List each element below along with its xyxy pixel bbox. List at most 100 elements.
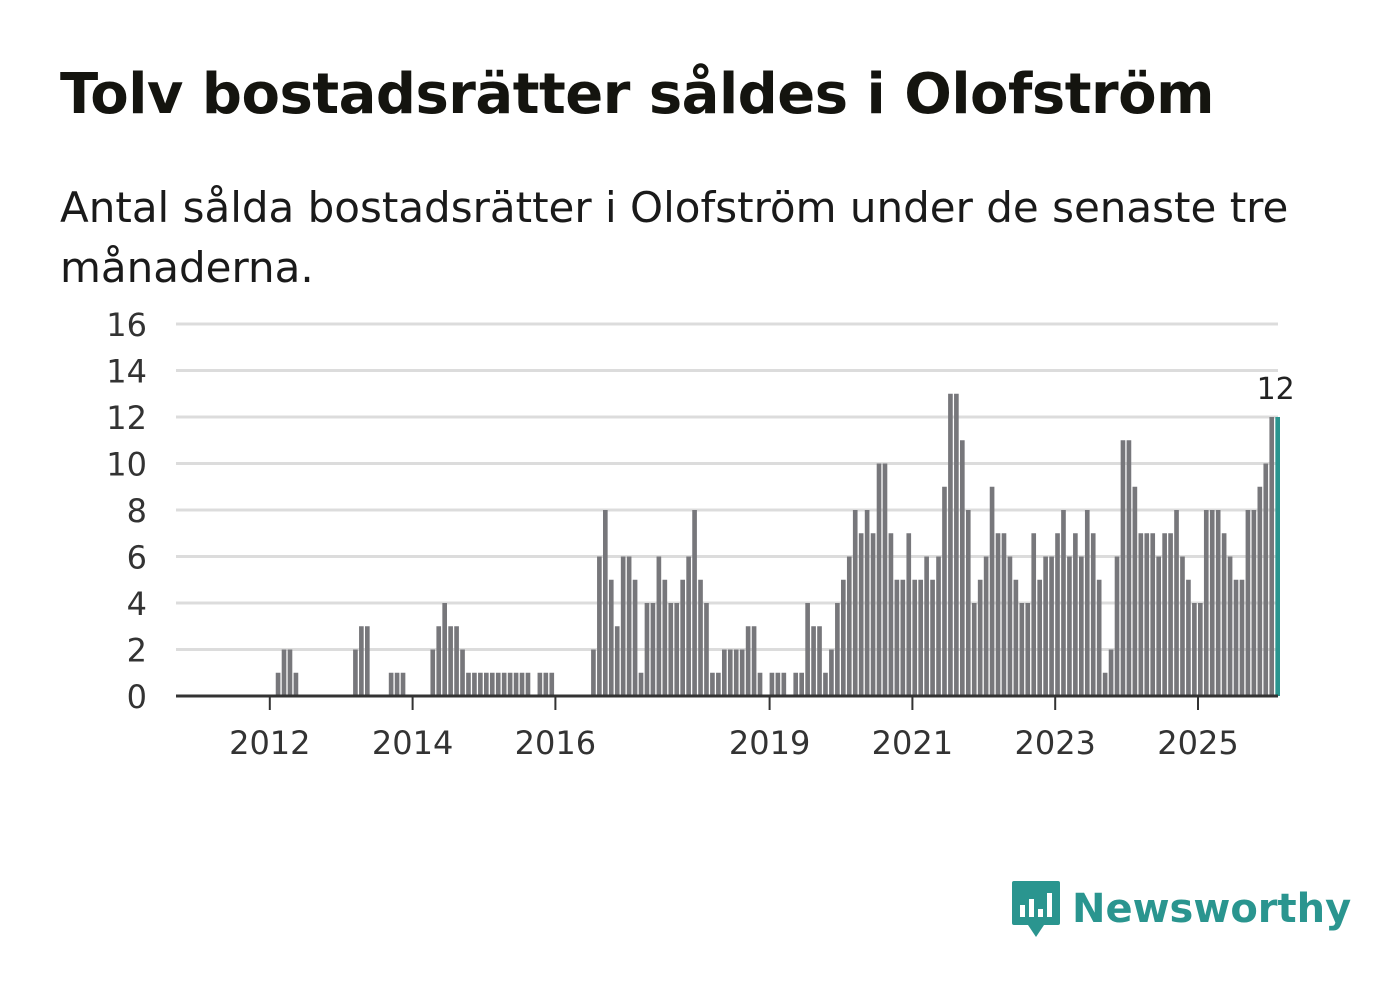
bar <box>466 672 471 696</box>
bar <box>739 649 745 696</box>
bar <box>781 672 787 696</box>
bar <box>757 672 763 696</box>
bar <box>1221 533 1227 696</box>
x-tick-label: 2025 <box>1157 724 1238 762</box>
y-tick-label: 14 <box>106 353 147 391</box>
bar <box>1168 533 1173 696</box>
bar <box>918 579 923 696</box>
bar <box>745 626 751 696</box>
bar <box>591 649 596 696</box>
bar <box>835 603 840 696</box>
bar <box>1061 510 1066 696</box>
bars <box>275 393 1280 696</box>
bar <box>793 672 799 696</box>
bar <box>733 649 739 696</box>
bar <box>912 579 918 696</box>
bar <box>650 603 656 696</box>
bar <box>888 533 894 696</box>
bar <box>1031 533 1037 696</box>
bar <box>852 510 858 696</box>
bar <box>281 649 287 696</box>
bar <box>620 556 626 696</box>
bar <box>484 672 489 696</box>
bar <box>1269 417 1275 696</box>
bar <box>954 393 959 696</box>
bar <box>686 556 691 696</box>
bar <box>1198 603 1203 696</box>
bar <box>442 603 447 696</box>
axis-labels: 0 2 4 6 8 10 12 14 16 12 2012 2014 2016 2019 2021 2023 2… <box>106 306 1294 762</box>
bar <box>906 533 912 696</box>
bar <box>1138 533 1144 696</box>
bar <box>983 556 989 696</box>
bar <box>823 672 828 696</box>
x-tick-label: 2019 <box>729 724 810 762</box>
bar <box>668 603 674 696</box>
x-ticks <box>268 696 1199 710</box>
bar <box>495 672 501 696</box>
bar <box>829 649 834 696</box>
bar <box>864 510 870 696</box>
bar <box>971 603 977 696</box>
bar <box>1156 556 1161 696</box>
bar <box>1114 556 1120 696</box>
bar <box>430 649 436 696</box>
bar <box>965 510 971 696</box>
bar <box>489 672 495 696</box>
y-tick-label: 12 <box>106 399 147 437</box>
bar <box>882 463 888 696</box>
bar <box>894 579 900 696</box>
bar <box>704 603 709 696</box>
x-tick-label: 2014 <box>372 724 453 762</box>
bar <box>716 672 721 696</box>
bar <box>674 603 680 696</box>
bar <box>388 672 394 696</box>
bar <box>1227 556 1233 696</box>
bar <box>1019 603 1025 696</box>
bar <box>924 556 929 696</box>
bar <box>1013 579 1019 696</box>
bar <box>1263 463 1269 696</box>
bar <box>644 603 650 696</box>
bar <box>1233 579 1239 696</box>
bar <box>960 440 965 696</box>
bar <box>365 626 370 696</box>
bar <box>460 649 465 696</box>
bar-chart-speech-bubble-icon <box>1012 881 1060 937</box>
bar <box>608 579 614 696</box>
y-tick-label: 10 <box>106 446 147 484</box>
y-tick-label: 8 <box>127 492 147 530</box>
bar <box>722 649 727 696</box>
bar <box>1126 440 1132 696</box>
bar <box>876 463 882 696</box>
bar <box>698 579 703 696</box>
bar <box>400 672 406 696</box>
bar <box>543 672 549 696</box>
bar <box>870 533 876 696</box>
bar <box>1007 556 1013 696</box>
bar <box>989 486 995 696</box>
chart-title: Tolv bostadsrätter såldes i Olofström <box>60 62 1214 127</box>
y-tick-label: 6 <box>127 539 147 577</box>
bar <box>1239 579 1245 696</box>
bar <box>1001 533 1007 696</box>
bar <box>769 672 775 696</box>
bar <box>1192 603 1197 696</box>
bar <box>680 579 685 696</box>
bar <box>942 486 947 696</box>
bar <box>656 556 662 696</box>
bar <box>805 603 810 696</box>
bar <box>936 556 941 696</box>
bar <box>1084 510 1090 696</box>
bar <box>1079 556 1084 696</box>
bar <box>811 626 816 696</box>
bar <box>858 533 864 696</box>
bar <box>1108 649 1114 696</box>
bar <box>507 672 513 696</box>
bar <box>930 579 935 696</box>
bar <box>710 672 715 696</box>
y-tick-label: 4 <box>127 585 147 623</box>
bar <box>1251 510 1257 696</box>
bar <box>436 626 442 696</box>
x-tick-label: 2023 <box>1014 724 1095 762</box>
